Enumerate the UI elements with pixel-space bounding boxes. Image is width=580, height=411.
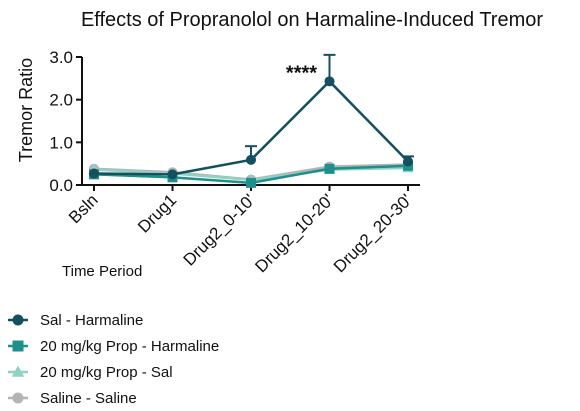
data-point bbox=[324, 76, 335, 87]
data-point bbox=[246, 177, 256, 188]
legend-marker bbox=[11, 365, 25, 377]
annotation-layer: **** bbox=[286, 62, 317, 84]
data-point bbox=[324, 163, 335, 174]
legend-marker bbox=[12, 392, 24, 404]
legend-label: Saline - Saline bbox=[40, 390, 137, 407]
legend-label: 20 mg/kg Prop - Harmaline bbox=[40, 338, 219, 355]
y-tick-label: 2.0 bbox=[49, 91, 73, 110]
data-point bbox=[403, 156, 413, 167]
y-tick-label: 1.0 bbox=[49, 133, 73, 152]
legend-label: 20 mg/kg Prop - Sal bbox=[40, 364, 173, 381]
x-tick-label: Bsln bbox=[65, 190, 102, 227]
x-tick-label: Drug2_20-30' bbox=[330, 190, 416, 276]
data-point bbox=[89, 168, 99, 179]
legend-marker bbox=[12, 340, 24, 352]
legend-label: Sal - Harmaline bbox=[40, 312, 143, 329]
y-tick-label: 0.0 bbox=[49, 176, 73, 195]
x-axis-label: Time Period bbox=[62, 263, 142, 280]
legend-item: 20 mg/kg Prop - Harmaline bbox=[8, 338, 219, 355]
legend-item: Sal - Harmaline bbox=[8, 312, 143, 329]
chart-title: Effects of Propranolol on Harmaline-Indu… bbox=[81, 9, 543, 31]
legend-item: Saline - Saline bbox=[8, 390, 137, 407]
x-tick-label: Drug2_10-20' bbox=[251, 190, 337, 276]
legend: Sal - Harmaline 20 mg/kg Prop - Harmaline… bbox=[8, 312, 219, 407]
series-sal-harmaline bbox=[89, 53, 414, 180]
y-axis-label: Tremor Ratio bbox=[16, 58, 36, 162]
legend-marker bbox=[12, 314, 24, 326]
x-tick-label: Drug1 bbox=[134, 190, 180, 236]
legend-item: 20 mg/kg Prop - Sal bbox=[8, 364, 173, 381]
significance-marker: **** bbox=[286, 62, 317, 84]
series-layer bbox=[88, 53, 414, 188]
y-tick-label: 3.0 bbox=[49, 48, 73, 67]
x-tick-label: Drug2_0-10' bbox=[180, 190, 259, 269]
data-point bbox=[167, 169, 178, 180]
data-point bbox=[246, 154, 256, 165]
